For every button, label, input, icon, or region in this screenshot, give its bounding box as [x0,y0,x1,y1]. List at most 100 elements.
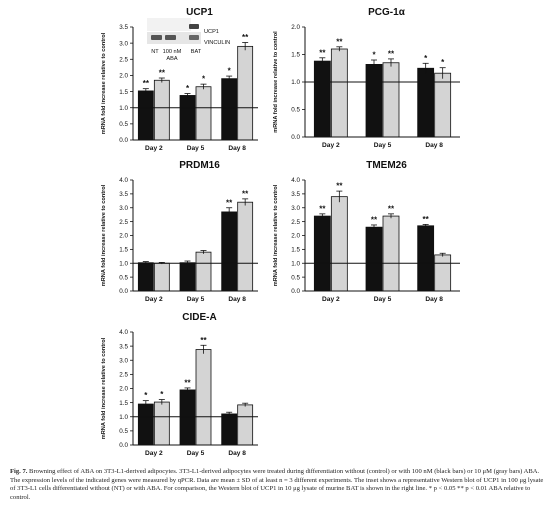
y-tick-label: 3.0 [119,40,128,47]
bar [137,90,154,141]
y-tick-label: 4.0 [119,329,128,336]
y-tick-label: 1.5 [291,247,300,254]
y-tick-label: 1.5 [119,89,128,96]
y-tick-label: 2.5 [119,219,128,226]
y-tick-label: 0.5 [291,107,300,114]
blot-band [189,35,199,40]
figure-canvas: UCP1 mRNA fold increase relative to contr… [101,7,460,457]
y-axis-label: mRNA fold increase relative to control [273,184,279,286]
chart-tmem26: TMEM26 mRNA fold increase relative to con… [273,160,460,303]
y-tick-label: 3.5 [119,191,128,198]
bar [434,254,452,292]
y-tick-label: 0.0 [119,288,128,295]
bar [382,215,400,292]
blot-label: VINCULIN [204,40,230,46]
bar [330,48,348,138]
y-tick-label: 0.0 [291,134,300,141]
significance-mark: ** [388,204,395,213]
bar [179,262,196,292]
bar [382,62,400,138]
x-tick-label: Day 8 [425,142,443,149]
lane-label: ABA [166,56,177,62]
bar [153,79,170,141]
y-tick-label: 1.0 [291,260,300,267]
x-tick-label: Day 8 [228,296,246,303]
x-tick-label: Day 8 [228,145,246,152]
y-tick-label: 3.0 [291,205,300,212]
x-tick-label: Day 8 [228,450,246,457]
x-tick-label: Day 5 [187,296,205,303]
y-tick-label: 2.0 [119,386,128,393]
bar [221,211,238,292]
significance-mark: ** [226,198,233,207]
significance-mark: * [424,54,428,63]
significance-mark: * [228,67,232,76]
y-tick-label: 3.5 [119,24,128,31]
bar [137,403,154,446]
y-tick-label: 0.5 [291,274,300,281]
y-tick-label: 4.0 [291,177,300,184]
significance-mark: ** [336,37,343,46]
bar [313,215,331,292]
bar [195,349,212,446]
caption-lead: Fig. 7. [10,468,28,475]
chart-title: PRDM16 [179,160,220,171]
chart-pcg-1-: PCG-1α mRNA fold increase relative to con… [273,7,460,149]
bar [153,262,170,292]
significance-mark: ** [319,48,326,57]
y-tick-label: 0.5 [119,428,128,435]
y-axis-label: mRNA fold increase relative to control [101,337,107,439]
y-tick-label: 1.5 [119,247,128,254]
y-axis-label: mRNA fold increase relative to control [273,31,279,133]
significance-mark: ** [159,69,166,78]
chart-title: CIDE-A [182,312,216,323]
lane-label: 100 nM [163,49,182,55]
y-tick-label: 1.0 [119,260,128,267]
x-tick-label: Day 2 [322,142,340,149]
significance-mark: ** [319,204,326,213]
y-tick-label: 3.0 [119,205,128,212]
chart-title: TMEM26 [366,160,407,171]
blot-band [189,24,199,29]
bar [195,86,212,141]
significance-mark: * [186,84,190,93]
y-tick-label: 3.0 [119,357,128,364]
y-tick-label: 2.0 [119,73,128,80]
significance-mark: ** [371,215,378,224]
chart-title: UCP1 [186,7,213,18]
bar [153,401,170,446]
y-tick-label: 4.0 [119,177,128,184]
y-tick-label: 0.5 [119,121,128,128]
y-tick-label: 0.0 [291,288,300,295]
significance-mark: * [160,390,164,399]
significance-mark: ** [336,182,343,191]
x-tick-label: Day 5 [187,450,205,457]
significance-mark: ** [388,49,395,58]
y-tick-label: 1.5 [119,400,128,407]
significance-mark: * [202,75,206,84]
y-tick-label: 1.0 [119,105,128,112]
lane-label: BAT [191,49,202,55]
y-tick-label: 2.5 [119,56,128,63]
y-tick-label: 0.0 [119,442,128,449]
blot-band [151,35,162,40]
bar [313,60,331,138]
bar [417,225,435,292]
significance-mark: ** [242,33,249,42]
y-tick-label: 1.0 [291,79,300,86]
figure-caption: Fig. 7. Browning effect of ABA on 3T3-L1… [10,468,548,502]
bar [179,389,196,446]
bar [417,67,435,138]
y-tick-label: 3.5 [291,191,300,198]
bar [237,404,254,446]
x-tick-label: Day 5 [187,145,205,152]
bar [221,413,238,446]
bar [137,262,154,292]
y-axis-label: mRNA fold increase relative to control [101,32,107,134]
bar [330,196,348,292]
bar [195,251,212,292]
x-tick-label: Day 2 [145,450,163,457]
bar [237,45,254,141]
y-tick-label: 2.5 [119,372,128,379]
